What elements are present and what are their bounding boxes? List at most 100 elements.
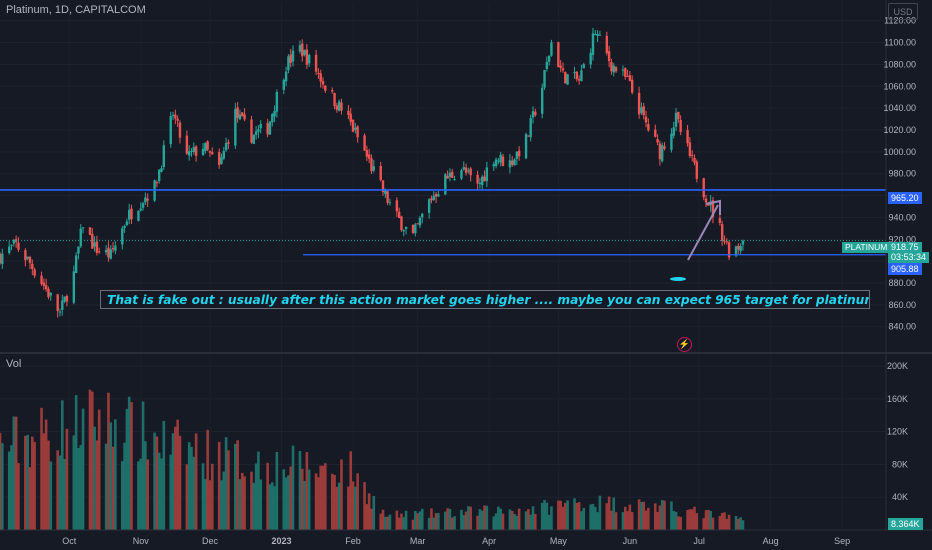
candle-body <box>499 154 502 163</box>
candle-body <box>432 195 435 201</box>
candle-body <box>194 146 198 156</box>
candle-body <box>416 223 419 225</box>
volume-bar <box>201 463 205 530</box>
candle-body <box>448 172 452 177</box>
currency-badge[interactable]: USD <box>888 3 918 20</box>
volume-bar <box>347 486 350 530</box>
candle-body <box>483 176 486 182</box>
candle-body <box>580 70 583 82</box>
candle-body <box>388 202 392 204</box>
price-tick-label: 1100.00 <box>884 38 916 48</box>
candle-body <box>478 182 482 184</box>
volume-bar <box>192 456 196 530</box>
time-tick-label: 2023 <box>271 536 291 546</box>
candle-body <box>718 218 722 223</box>
volume-bar <box>305 452 309 530</box>
candle-body <box>545 61 549 69</box>
candle-body <box>564 72 567 84</box>
volume-bar <box>208 480 212 530</box>
candle-body <box>485 167 489 182</box>
volume-bar <box>240 472 244 530</box>
volume-bar <box>739 517 742 530</box>
volume-bar <box>711 517 715 530</box>
time-tick-label: Sep <box>834 536 850 546</box>
candle-body <box>704 198 708 203</box>
volume-bar <box>727 514 731 530</box>
volume-bar <box>589 504 592 530</box>
volume-bar <box>367 493 371 530</box>
volume-axis[interactable]: 40K 80K 120K 160K 200K <box>887 361 908 502</box>
candle-body <box>351 119 355 132</box>
volume-bar <box>303 480 306 530</box>
candle-body <box>234 108 237 146</box>
candle-body <box>679 120 682 132</box>
candle-body <box>317 72 320 74</box>
volume-bar <box>146 459 149 530</box>
volume-bar <box>621 512 625 530</box>
volume-bar <box>33 441 36 530</box>
candle-body <box>236 107 239 118</box>
target-arrow[interactable] <box>687 199 721 261</box>
volume-bar <box>510 510 514 530</box>
candle-body <box>690 155 694 157</box>
volume-bar <box>492 516 496 530</box>
candle-body <box>238 114 242 120</box>
candle-body <box>654 129 657 137</box>
price-tick-label: 880.00 <box>888 278 916 288</box>
candle-body <box>158 169 161 181</box>
candle-body <box>162 145 166 167</box>
lightning-icon[interactable]: ⚡ <box>677 337 692 352</box>
candle-body <box>319 73 322 82</box>
candle-body <box>497 160 500 162</box>
volume-bar <box>300 468 304 530</box>
candle-body <box>347 110 350 115</box>
volume-bar <box>291 445 295 530</box>
candle-body <box>335 105 339 110</box>
candle-body <box>243 114 246 120</box>
candle-body <box>453 179 456 181</box>
candle-body <box>621 69 625 71</box>
candle-body <box>644 116 648 123</box>
candle-body <box>386 191 389 203</box>
volume-bar <box>298 450 302 530</box>
price-axis[interactable]: 840.00860.00880.00900.00920.00940.00960.… <box>883 16 916 332</box>
volume-bar <box>273 486 276 530</box>
candle-body <box>291 50 295 62</box>
volume-bar <box>612 497 616 530</box>
volume-pane-label: Vol <box>6 358 22 370</box>
candle-body <box>550 42 553 56</box>
candle-body <box>402 230 405 232</box>
annotation-text-box[interactable]: That is fake out : usually after this ac… <box>100 290 870 309</box>
time-axis[interactable]: Oct Nov Dec 2023 Feb Mar Apr May Jun Jul Aug Sep <box>62 536 850 546</box>
candle-body <box>178 122 182 138</box>
candle-body <box>176 118 179 121</box>
volume-bar <box>434 513 438 530</box>
candle-body <box>56 294 59 311</box>
volume-bar <box>47 440 50 530</box>
volume-bar <box>222 471 226 530</box>
candle-body <box>589 52 592 65</box>
volume-bar <box>123 442 126 530</box>
volume-bar <box>450 517 454 530</box>
time-tick-label: Jul <box>693 536 705 546</box>
volume-bar <box>314 473 318 530</box>
candle-body <box>95 241 99 253</box>
candle-body <box>72 271 76 303</box>
volume-last-badge: 8.364K <box>888 518 923 530</box>
candle-body <box>81 227 85 229</box>
volume-bar <box>531 506 535 530</box>
candle-body <box>273 110 276 117</box>
candle-body <box>250 119 253 143</box>
candle-body <box>464 167 468 173</box>
price-tick-label: 920.00 <box>888 234 916 244</box>
volume-bar <box>702 518 706 530</box>
candle-body <box>137 210 140 221</box>
volume-bar <box>370 508 373 530</box>
volume-bar <box>28 467 32 530</box>
candle-body <box>663 146 666 149</box>
volume-bar <box>139 458 143 530</box>
volume-bar <box>462 515 466 530</box>
time-tick-label: Aug <box>763 536 779 546</box>
volume-bar <box>44 419 48 530</box>
